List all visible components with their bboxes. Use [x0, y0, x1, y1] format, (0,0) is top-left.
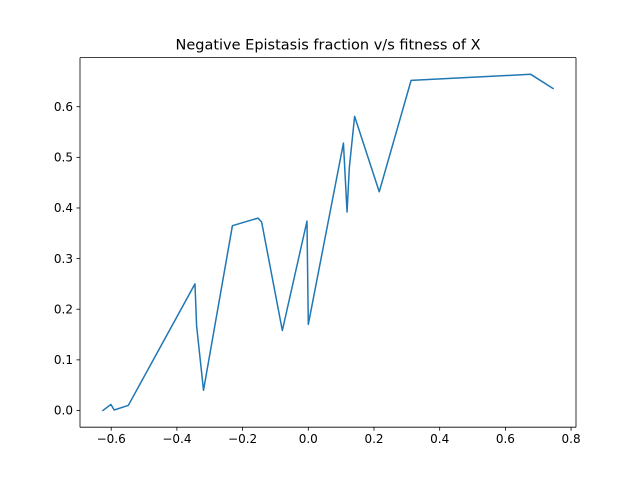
x-tick-label: −0.6	[97, 432, 126, 446]
x-tick-label: 0.0	[299, 432, 318, 446]
x-tick-label: 0.2	[364, 432, 383, 446]
x-tick-label: 0.6	[496, 432, 515, 446]
y-tick-label: 0.6	[54, 100, 73, 114]
x-tick-label: 0.4	[430, 432, 449, 446]
y-tick-label: 0.3	[54, 252, 73, 266]
plot-area: −0.6 −0.4 −0.2 0.0 0.2 0.4 0.6 0.8 0.0 0.1 0.2 0.3 0…	[54, 57, 581, 446]
y-tick-label: 0.2	[54, 302, 73, 316]
x-tick-label: −0.2	[228, 432, 257, 446]
x-tick-label: 0.8	[562, 432, 581, 446]
y-tick-label: 0.5	[54, 151, 73, 165]
y-tick-label: 0.1	[54, 353, 73, 367]
series-line-0	[101, 73, 555, 412]
y-tick-label: 0.0	[54, 404, 73, 418]
y-tick-label: 0.4	[54, 201, 73, 215]
chart-title: Negative Epistasis fraction v/s fitness …	[175, 38, 480, 54]
x-tick-label: −0.4	[162, 432, 191, 446]
